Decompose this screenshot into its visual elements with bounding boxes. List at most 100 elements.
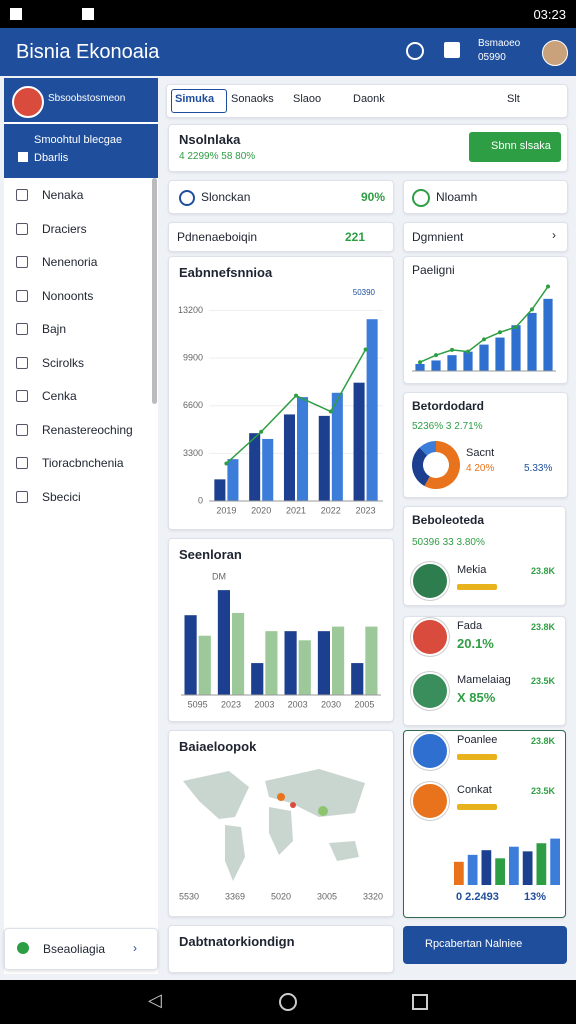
home-button[interactable] — [279, 993, 297, 1011]
menu-item[interactable]: Bajn — [42, 322, 67, 336]
point — [328, 409, 333, 414]
scrollbar — [152, 178, 157, 404]
x-tick-label: 2019 — [216, 505, 236, 515]
status-card: Nloamh — [403, 180, 568, 214]
map-label: 5530 — [179, 891, 199, 901]
header-right-label: Dgmnient — [412, 230, 464, 244]
icon — [18, 152, 28, 162]
bar — [249, 433, 261, 501]
menu-item[interactable]: Nenenoria — [42, 255, 98, 269]
status-label: Slonckan — [201, 190, 251, 204]
item-icon — [411, 732, 449, 770]
bar — [298, 640, 311, 695]
icon — [179, 190, 195, 206]
tab[interactable]: Slt — [507, 93, 520, 105]
sidebar-title: Sbsoobstosmeon — [48, 93, 126, 104]
footer-label: Bseaoliagia — [43, 942, 106, 956]
menu-icon — [16, 256, 28, 268]
summary-card: Nsolnlaka 4 2299% 58 80% Sbnn slsaka — [168, 124, 568, 172]
menu-item[interactable]: Renastereoching — [42, 422, 133, 437]
x-tick-label: 2021 — [286, 505, 306, 515]
menu-icon — [16, 423, 28, 436]
app-title: Bisnia Ekonoaia — [16, 41, 160, 63]
home-icon[interactable] — [444, 42, 460, 58]
bar — [481, 850, 492, 885]
list-column: Beboleoteda 50396 33 3.80% 0 2.2493 13% … — [403, 506, 566, 918]
donut-slice — [419, 441, 436, 456]
status-card: Slonckan 90% — [168, 180, 394, 214]
x-tick-label: 2003 — [254, 699, 274, 709]
point — [224, 461, 229, 466]
item-name[interactable]: Poanlee — [457, 734, 498, 746]
point — [363, 347, 368, 352]
rating — [457, 754, 497, 760]
account-name[interactable]: Bsmaoeo — [478, 38, 521, 49]
bar — [467, 854, 478, 885]
tab[interactable]: Slaoo — [293, 93, 322, 105]
map-title: Baiaeloopok — [179, 739, 257, 754]
bar — [495, 337, 505, 371]
summary-title: Nsolnlaka — [179, 132, 241, 147]
bar — [227, 459, 239, 501]
recents-button[interactable] — [412, 994, 428, 1010]
rating — [457, 584, 497, 590]
header-card: Pdnenaeboiqin 221 — [168, 222, 394, 252]
bar — [415, 363, 425, 371]
menu-item[interactable]: Draciers — [42, 221, 87, 236]
menu-icon — [16, 457, 28, 469]
account-id[interactable]: 05990 — [478, 52, 506, 63]
button-label: Sbnn slsaka — [491, 140, 551, 152]
chart-card: Eabnnefsnnioa 0 3300 6600 9900 13200 2019 2020… — [168, 256, 394, 530]
item-value: 23.8K — [531, 566, 556, 576]
menu-item[interactable]: Nonoonts — [42, 288, 94, 303]
summary-button[interactable]: Sbnn slsaka — [469, 132, 561, 162]
item-name[interactable]: Conkat — [457, 784, 492, 796]
bar — [495, 858, 505, 885]
icon — [17, 942, 29, 954]
action-button[interactable]: Rpcabertan Nalniee — [403, 926, 567, 964]
bar — [366, 319, 378, 501]
menu-icon — [16, 189, 28, 201]
bar — [550, 838, 560, 885]
item-icon — [411, 672, 449, 710]
chevron: › — [133, 941, 137, 955]
bar — [431, 360, 441, 371]
bar — [297, 397, 309, 501]
tab[interactable]: Simuka — [175, 93, 215, 105]
tab[interactable]: Sonaoks — [231, 93, 274, 105]
menu-item[interactable]: Sbecici — [42, 489, 81, 504]
chart — [454, 838, 560, 885]
menu-item[interactable]: Cenka — [42, 389, 77, 403]
back-button[interactable]: ◁ — [148, 990, 162, 1010]
item-name[interactable]: Mekia — [457, 564, 487, 576]
sidebar-header[interactable]: Sbsoobstosmeon — [4, 78, 158, 122]
sidebar-highlight[interactable]: Smoohtul blecgae Dbarlis — [4, 124, 158, 178]
search-icon[interactable] — [406, 42, 424, 60]
legend-label: 5.33% — [524, 463, 553, 474]
menu-item[interactable]: Nenaka — [42, 188, 84, 202]
legend-label: Sacnt — [466, 447, 495, 459]
x-tick-label: 5095 — [188, 699, 208, 709]
bar — [365, 626, 378, 695]
menu-item[interactable]: Scirolks — [42, 355, 85, 370]
chevron[interactable]: › — [552, 228, 556, 242]
bar — [317, 631, 330, 695]
highlight-sub: Dbarlis — [34, 152, 69, 164]
menu-item[interactable]: Tioracbnchenia — [42, 456, 124, 470]
bar — [543, 298, 553, 371]
status-icons — [10, 8, 94, 20]
donut-stats: 5236% 3 2.71% — [412, 421, 483, 432]
avatar[interactable] — [542, 40, 568, 66]
donut-chart — [412, 441, 460, 489]
x-tick-label: 2003 — [288, 699, 308, 709]
item-name[interactable]: Mamelaiag — [457, 674, 511, 686]
tab[interactable]: Daonk — [353, 93, 385, 105]
chart-card: Paeligni — [403, 256, 568, 384]
x-tick-label: 2005 — [354, 699, 374, 709]
bar — [447, 355, 457, 371]
y-tick-label: 13200 — [178, 305, 203, 315]
bar — [232, 612, 245, 695]
list-title: Beboleoteda — [412, 513, 485, 527]
item-name[interactable]: Fada — [457, 620, 483, 632]
sidebar-footer[interactable]: Bseaoliagia › — [4, 928, 158, 970]
